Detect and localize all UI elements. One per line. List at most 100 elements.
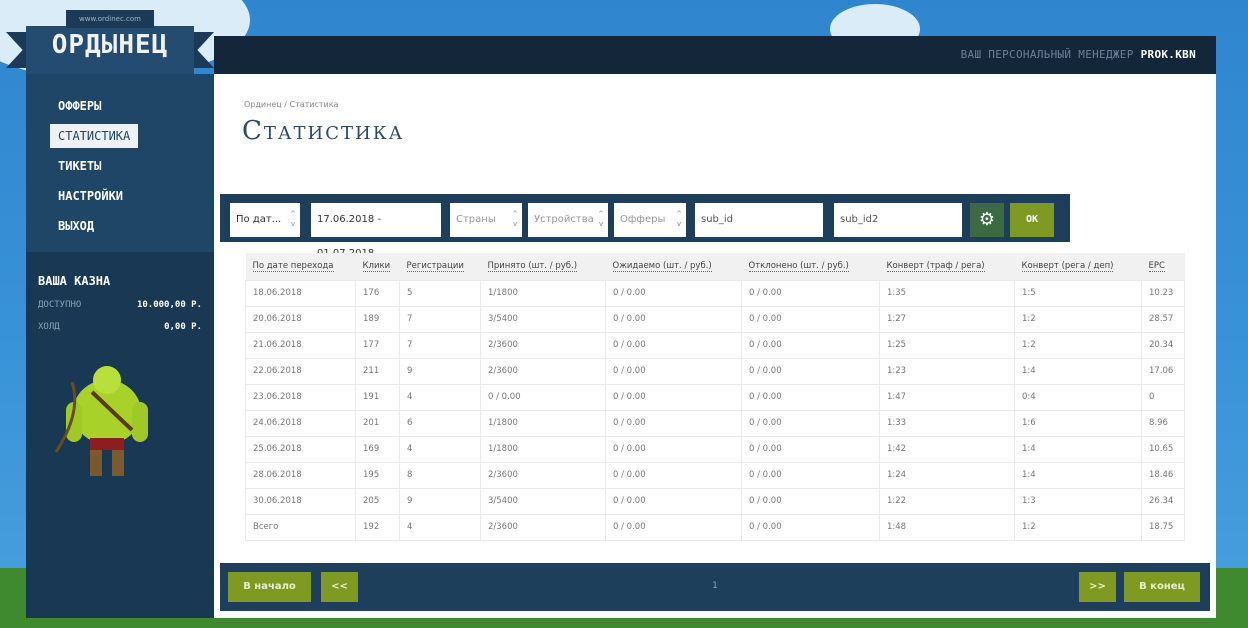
settings-gear-icon[interactable]: ⚙ — [970, 203, 1004, 237]
table-cell: 0 / 0.00 — [741, 487, 880, 515]
table-cell: 18.46 — [1141, 461, 1185, 489]
table-cell: 1:24 — [879, 461, 1015, 489]
breadcrumb[interactable]: Ординец / Статистика — [244, 100, 339, 109]
table-cell: 0 / 0.00 — [480, 383, 606, 411]
table-cell: 1:3 — [1014, 487, 1142, 515]
devices-placeholder: Устройства — [534, 214, 594, 225]
column-header[interactable]: По дате перехода — [245, 253, 356, 280]
last-page-button[interactable]: В конец — [1124, 572, 1200, 602]
table-cell: 2/3600 — [480, 331, 606, 359]
table-cell: 3/5400 — [480, 487, 606, 515]
logo-url: www.ordinec.com — [66, 10, 154, 28]
table-cell: 192 — [355, 513, 400, 541]
hold-label: ХОЛД — [38, 322, 60, 332]
sidebar-item-statistics[interactable]: СТАТИСТИКА — [50, 124, 139, 148]
offers-select[interactable]: Офферы ^ v — [614, 203, 686, 237]
table-cell: 1:42 — [879, 435, 1015, 463]
first-page-button[interactable]: В начало — [228, 572, 311, 602]
table-cell: 0 / 0.00 — [605, 305, 742, 333]
select-arrows-icon: ^ v — [598, 210, 604, 228]
column-header-label[interactable]: Ожидаемо (шт. / руб.) — [612, 261, 712, 273]
column-header-label[interactable]: Принято (шт. / руб.) — [487, 261, 578, 273]
personal-manager: ВАШ ПЕРСОНАЛЬНЫЙ МЕНЕДЖЕР PROK.KBN — [961, 48, 1196, 61]
sidebar-item-logout[interactable]: ВЫХОД — [58, 219, 95, 233]
table-cell: 1:23 — [879, 357, 1015, 385]
table-cell: 169 — [355, 435, 400, 463]
table-cell: 0 / 0.00 — [605, 487, 742, 515]
date-range-input[interactable]: 17.06.2018 - 01.07.2018 — [311, 203, 441, 259]
column-header-label[interactable]: По дате перехода — [252, 261, 334, 273]
sidebar-nav: ОФФЕРЫ СТАТИСТИКА ТИКЕТЫ НАСТРОЙКИ ВЫХОД — [26, 74, 214, 238]
sidebar-item-tickets[interactable]: ТИКЕТЫ — [58, 159, 102, 173]
available-value: 10.000,00 Р. — [136, 300, 202, 310]
countries-select[interactable]: Страны ^ v — [450, 203, 522, 237]
table-cell: 0 / 0.00 — [605, 357, 742, 385]
table-cell: 22.06.2018 — [245, 357, 356, 385]
table-cell: 5 — [399, 279, 481, 307]
column-header-label[interactable]: Конверт (траф / рега) — [886, 261, 985, 273]
column-header[interactable]: Регистрации — [399, 253, 481, 280]
table-cell: 0 / 0.00 — [605, 279, 742, 307]
table-cell: 0 / 0.00 — [741, 435, 880, 463]
table-cell: 7 — [399, 331, 481, 359]
table-cell: 6 — [399, 409, 481, 437]
table-cell: 0 / 0.00 — [605, 461, 742, 489]
offers-placeholder: Офферы — [620, 214, 666, 225]
sidebar: ОФФЕРЫ СТАТИСТИКА ТИКЕТЫ НАСТРОЙКИ ВЫХОД… — [26, 74, 214, 618]
group-by-select[interactable]: По дат... ^ v — [230, 203, 300, 237]
sub-id-input[interactable]: sub_id — [695, 203, 823, 237]
table-cell: 26.34 — [1141, 487, 1185, 515]
table-row: 24.06.2018 201 6 1/1800 0 / 0.00 0 / 0.00 1:33… — [245, 409, 1185, 437]
table-cell: 0 / 0.00 — [605, 409, 742, 437]
table-cell: 0 / 0.00 — [605, 513, 742, 541]
table-cell: 18.06.2018 — [245, 279, 356, 307]
sidebar-item-offers[interactable]: ОФФЕРЫ — [58, 99, 102, 113]
table-cell: 20.06.2018 — [245, 305, 356, 333]
column-header[interactable]: Конверт (траф / рега) — [879, 253, 1015, 280]
select-arrows-icon: ^ v — [290, 210, 296, 228]
column-header-label[interactable]: Клики — [362, 261, 391, 273]
column-header-label[interactable]: Регистрации — [406, 261, 464, 273]
table-cell: 0 / 0.00 — [741, 305, 880, 333]
table-row: 21.06.2018 177 7 2/3600 0 / 0.00 0 / 0.00 1:25… — [245, 331, 1185, 359]
column-header[interactable]: Принято (шт. / руб.) — [480, 253, 606, 280]
table-header-row: По дате перехода Клики Регистрации Принято … — [245, 253, 1185, 280]
column-header[interactable]: Клики — [355, 253, 400, 280]
table-cell: 1:2 — [1014, 513, 1142, 541]
ok-button[interactable]: ОК — [1010, 203, 1054, 237]
manager-label: ВАШ ПЕРСОНАЛЬНЫЙ МЕНЕДЖЕР — [960, 48, 1134, 61]
devices-select[interactable]: Устройства ^ v — [528, 203, 608, 237]
table-row: 23.06.2018 191 4 0 / 0.00 0 / 0.00 0 / 0.00 1:… — [245, 383, 1185, 411]
table-cell: 17.06 — [1141, 357, 1185, 385]
column-header-label[interactable]: Конверт (рега / деп) — [1021, 261, 1114, 273]
pagination-bar: В начало << 1 >> В конец — [220, 563, 1210, 611]
table-cell: 20.34 — [1141, 331, 1185, 359]
table-cell: Всего — [245, 513, 356, 541]
wallet-available: ДОСТУПНО 10.000,00 Р. — [38, 300, 202, 310]
table-cell: 176 — [355, 279, 400, 307]
column-header-label[interactable]: EPC — [1148, 261, 1165, 273]
table-row: 25.06.2018 169 4 1/1800 0 / 0.00 0 / 0.00 1:42… — [245, 435, 1185, 463]
logo[interactable]: www.ordinec.com ОРДЫНЕЦ — [6, 10, 214, 74]
table-row: 28.06.2018 195 8 2/3600 0 / 0.00 0 / 0.00 1:24… — [245, 461, 1185, 489]
table-cell: 2/3600 — [480, 461, 606, 489]
table-cell: 25.06.2018 — [245, 435, 356, 463]
column-header-label[interactable]: Отклонено (шт. / руб.) — [748, 261, 849, 273]
column-header[interactable]: Отклонено (шт. / руб.) — [741, 253, 880, 280]
sidebar-item-settings[interactable]: НАСТРОЙКИ — [58, 189, 124, 203]
sub-id2-input[interactable]: sub_id2 — [834, 203, 962, 237]
next-page-button[interactable]: >> — [1079, 572, 1116, 602]
table-cell: 1:4 — [1014, 461, 1142, 489]
column-header[interactable]: Конверт (рега / деп) — [1014, 253, 1142, 280]
table-cell: 0 / 0.00 — [741, 331, 880, 359]
table-row: 20.06.2018 189 7 3/5400 0 / 0.00 0 / 0.00 1:27… — [245, 305, 1185, 333]
prev-page-button[interactable]: << — [321, 572, 358, 602]
table-cell: 30.06.2018 — [245, 487, 356, 515]
manager-name[interactable]: PROK.KBN — [1140, 48, 1196, 61]
column-header[interactable]: EPC — [1141, 253, 1185, 280]
table-cell: 195 — [355, 461, 400, 489]
column-header[interactable]: Ожидаемо (шт. / руб.) — [605, 253, 742, 280]
table-cell: 4 — [399, 435, 481, 463]
table-cell: 8 — [399, 461, 481, 489]
table-row: 22.06.2018 211 9 2/3600 0 / 0.00 0 / 0.00 1:23… — [245, 357, 1185, 385]
